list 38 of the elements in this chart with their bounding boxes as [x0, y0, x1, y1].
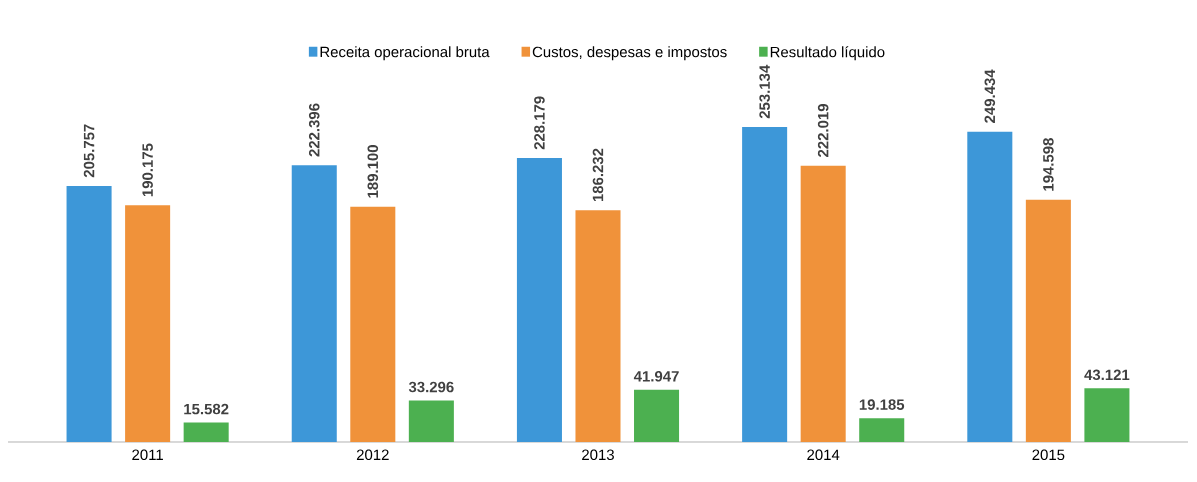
bar	[125, 205, 171, 442]
data-label: 190.175	[142, 143, 153, 197]
data-label: 41.947	[633, 370, 679, 382]
data-label: 222.019	[817, 104, 829, 157]
data-label: 228.179	[534, 96, 545, 150]
legend-label: Receita operacional bruta	[320, 46, 490, 61]
data-label: 194.598	[1043, 138, 1054, 191]
bar	[350, 206, 396, 442]
data-label: 33.296	[408, 381, 454, 393]
x-tick-label: 2011	[132, 449, 163, 461]
data-label: 43.121	[1084, 369, 1130, 381]
bar	[291, 165, 337, 442]
data-label: 205.757	[83, 124, 95, 178]
data-label: 189.100	[367, 145, 379, 198]
bar	[1025, 199, 1071, 442]
data-label: 15.582	[184, 403, 229, 415]
bar	[183, 422, 229, 442]
data-label: 249.434	[984, 69, 996, 123]
bar	[634, 389, 680, 442]
x-tick-label: 2012	[356, 449, 389, 461]
x-tick-label: 2013	[582, 449, 614, 461]
x-tick-label: 2015	[1032, 449, 1065, 461]
bar	[859, 418, 905, 442]
data-label: 19.185	[859, 399, 905, 410]
bar	[575, 210, 621, 442]
data-label: 222.396	[308, 103, 320, 157]
data-label: 253.134	[759, 64, 770, 119]
bar	[66, 185, 112, 442]
bar	[742, 127, 788, 442]
bar	[1084, 388, 1130, 442]
bar	[516, 158, 562, 442]
legend-label: Resultado líquido	[770, 46, 885, 61]
bar	[408, 400, 454, 442]
bar	[967, 131, 1013, 442]
data-label: 186.232	[592, 148, 604, 202]
x-tick-label: 2014	[807, 449, 840, 461]
legend-label: Custos, despesas e impostos	[532, 46, 727, 61]
bar	[800, 165, 846, 442]
